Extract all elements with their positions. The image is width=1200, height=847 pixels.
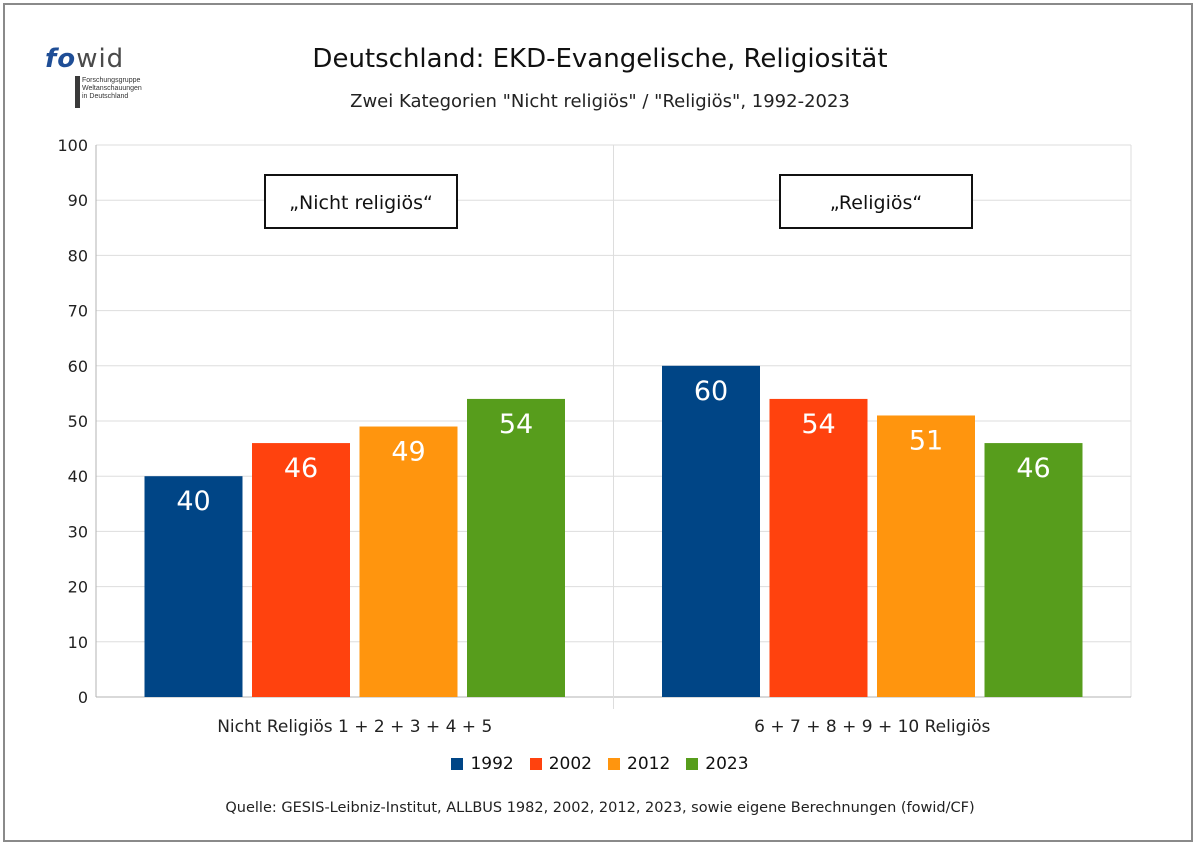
data-label: 51 <box>909 425 943 456</box>
data-label: 60 <box>694 376 728 407</box>
annotation-label: „Nicht religiös“ <box>289 192 433 214</box>
y-tick-label: 60 <box>68 357 88 376</box>
y-tick-label: 20 <box>68 578 88 597</box>
data-label: 40 <box>176 486 210 517</box>
y-tick-label: 70 <box>68 302 88 321</box>
legend-label: 2012 <box>627 754 671 774</box>
legend-swatch <box>608 758 620 770</box>
legend-label: 1992 <box>470 754 514 774</box>
data-label: 54 <box>499 409 533 440</box>
logo-line-2: Weltanschauungen <box>82 85 142 92</box>
data-label: 46 <box>1016 453 1050 484</box>
legend-swatch <box>686 758 699 770</box>
logo-word-fo: fo <box>45 44 77 74</box>
y-tick-label: 100 <box>57 136 88 155</box>
source-note: Quelle: GESIS-Leibniz-Institut, ALLBUS 1… <box>225 800 975 816</box>
legend-swatch <box>451 758 464 770</box>
logo-bar <box>75 76 80 108</box>
logo-word-wid: wid <box>76 44 125 74</box>
logo-subtitle: Forschungsgruppe Weltanschauungen in Deu… <box>82 77 142 101</box>
y-tick-label: 40 <box>68 467 88 486</box>
y-tick-label: 0 <box>78 688 88 707</box>
x-category-label: 6 + 7 + 8 + 9 + 10 Religiös <box>754 717 990 737</box>
fowid-logo: fowid Forschungsgruppe Weltanschauungen … <box>45 44 165 114</box>
y-tick-label: 50 <box>68 412 88 431</box>
legend-label: 2023 <box>705 754 749 774</box>
y-tick-label: 10 <box>68 633 88 652</box>
y-tick-label: 30 <box>68 522 88 541</box>
bar <box>467 398 565 697</box>
logo-wordmark: fowid <box>45 44 165 74</box>
y-tick-label: 90 <box>68 191 88 210</box>
legend-item: 2002 <box>529 754 592 774</box>
chart-frame <box>3 3 1193 842</box>
annotation-box <box>779 174 973 229</box>
data-label: 49 <box>391 437 425 468</box>
data-label: 46 <box>284 453 318 484</box>
bar <box>769 398 868 697</box>
data-label: 54 <box>801 409 835 440</box>
chart-title: Deutschland: EKD-Evangelische, Religiosi… <box>312 44 888 74</box>
bar <box>252 443 350 697</box>
legend-item: 2023 <box>686 754 749 774</box>
logo-line-3: in Deutschland <box>82 93 129 100</box>
logo-line-1: Forschungsgruppe <box>82 77 141 84</box>
annotation-label: „Religiös“ <box>830 192 922 214</box>
bar <box>359 426 458 697</box>
x-category-label: Nicht Religiös 1 + 2 + 3 + 4 + 5 <box>217 717 492 737</box>
chart-subtitle: Zwei Kategorien "Nicht religiös" / "Reli… <box>350 91 850 112</box>
bar <box>984 443 1083 697</box>
annotation-box <box>264 174 458 229</box>
legend-item: 1992 <box>451 754 514 774</box>
bar <box>144 476 243 697</box>
bar <box>662 365 760 697</box>
legend: 1992 2002 2012 2023 <box>0 754 1200 774</box>
y-tick-label: 80 <box>68 246 88 265</box>
legend-swatch <box>529 758 542 770</box>
bar <box>877 415 975 697</box>
legend-label: 2002 <box>548 754 592 774</box>
legend-item: 2012 <box>608 754 670 774</box>
